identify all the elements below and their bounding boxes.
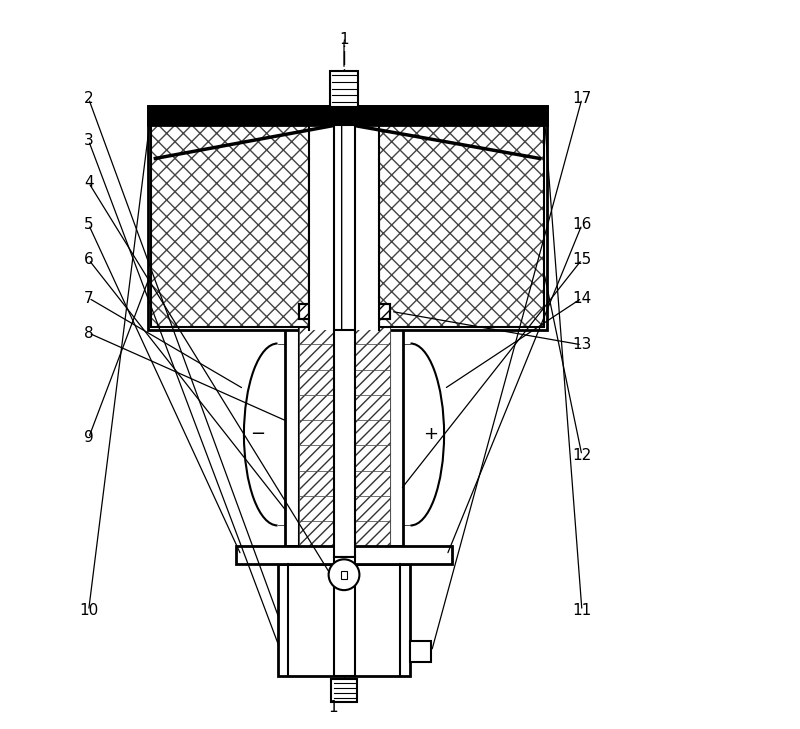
Bar: [278, 564, 410, 676]
Bar: [298, 496, 390, 521]
Bar: [334, 303, 354, 557]
Bar: [148, 106, 547, 125]
Text: 9: 9: [84, 431, 94, 445]
Bar: [334, 125, 354, 330]
Bar: [298, 303, 390, 319]
Text: 1: 1: [339, 31, 349, 47]
Text: 1: 1: [329, 700, 338, 715]
Bar: [379, 109, 544, 327]
Bar: [309, 160, 379, 330]
Bar: [298, 370, 390, 395]
Text: 7: 7: [84, 291, 94, 305]
Text: 13: 13: [572, 338, 592, 352]
Text: 15: 15: [572, 252, 591, 267]
Bar: [298, 420, 390, 445]
Circle shape: [329, 559, 359, 590]
Bar: [334, 557, 354, 676]
Bar: [298, 521, 390, 547]
Bar: [151, 109, 309, 327]
Text: +: +: [423, 426, 438, 443]
Text: −: −: [250, 426, 265, 443]
Bar: [379, 109, 544, 327]
Bar: [151, 109, 309, 327]
Text: 11: 11: [572, 604, 591, 618]
Bar: [148, 106, 547, 330]
Text: 10: 10: [79, 604, 98, 618]
Bar: [285, 319, 403, 547]
Bar: [331, 679, 357, 702]
Bar: [341, 571, 347, 579]
Text: 4: 4: [84, 175, 94, 190]
Text: 6: 6: [84, 252, 94, 267]
Text: 16: 16: [572, 217, 592, 232]
Text: 2: 2: [84, 91, 94, 106]
Bar: [298, 303, 390, 319]
Text: 14: 14: [572, 291, 591, 305]
Bar: [235, 547, 453, 564]
Bar: [410, 641, 431, 662]
Text: 8: 8: [84, 326, 94, 340]
Text: 12: 12: [572, 448, 591, 463]
Bar: [298, 445, 390, 471]
Text: 5: 5: [84, 217, 94, 232]
Bar: [330, 71, 358, 107]
Text: 17: 17: [572, 91, 591, 106]
Text: 3: 3: [84, 133, 94, 148]
Bar: [298, 344, 390, 370]
Bar: [298, 471, 390, 496]
Bar: [298, 319, 390, 344]
Bar: [298, 395, 390, 420]
